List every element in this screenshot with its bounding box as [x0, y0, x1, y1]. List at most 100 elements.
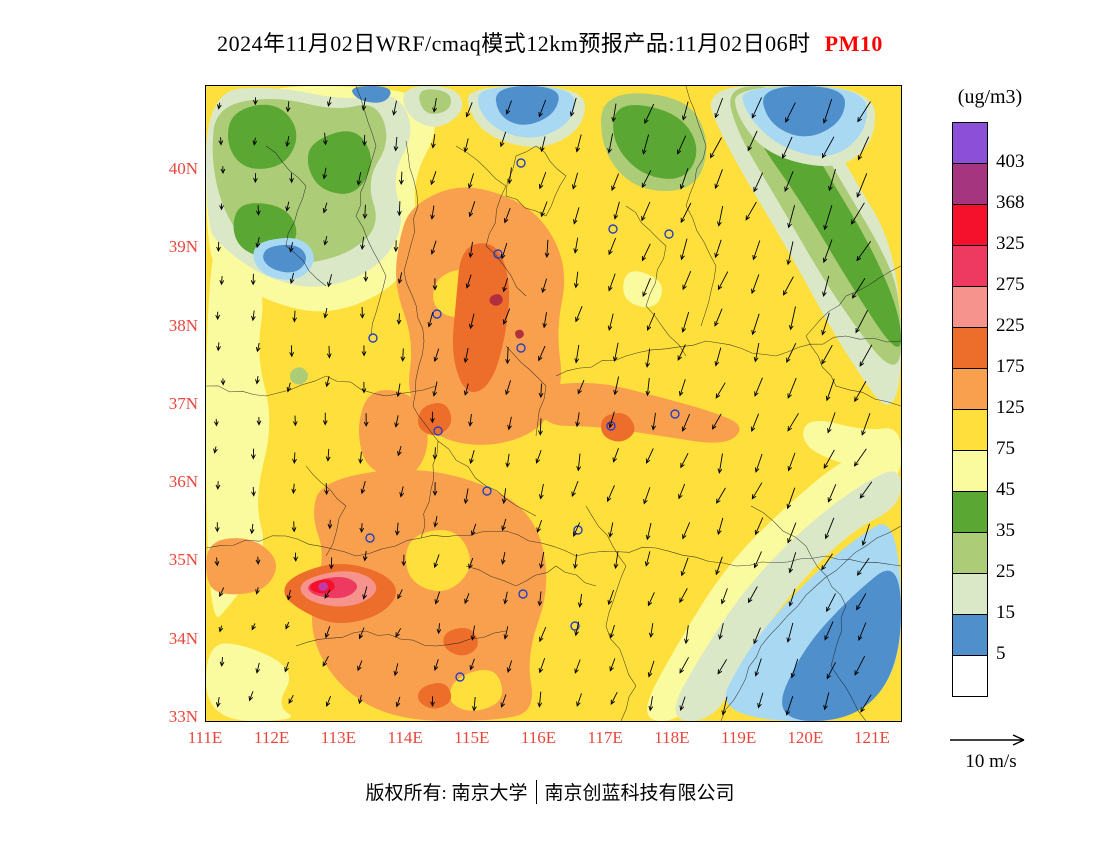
wind-arrow — [751, 97, 763, 119]
wind-arrow — [609, 624, 615, 639]
colorbar-tick-label: 35 — [996, 520, 1015, 541]
wind-arrow — [785, 102, 796, 123]
lat-tick-label: 39N — [168, 237, 198, 257]
wind-arrow — [538, 171, 547, 190]
city-marker — [433, 426, 443, 436]
wind-arrow — [253, 173, 258, 184]
city-marker — [432, 309, 442, 319]
wind-arrow — [822, 239, 833, 264]
wind-arrow — [717, 205, 724, 227]
boundary-line — [265, 145, 327, 287]
wind-arrow — [646, 312, 656, 331]
wind-arrow — [856, 173, 868, 198]
wind-arrow — [651, 412, 657, 431]
wind-arrow — [854, 655, 866, 676]
wind-arrow — [323, 307, 328, 319]
concentration-region — [782, 570, 901, 721]
wind-arrow — [464, 593, 470, 605]
city-marker — [455, 672, 465, 682]
wind-arrow — [468, 313, 475, 330]
wind-arrow — [754, 377, 763, 397]
wind-arrow — [362, 551, 368, 562]
wind-arrow — [714, 97, 724, 119]
wind-arrow — [856, 557, 870, 576]
wind-arrow — [503, 208, 511, 224]
wind-arrow — [540, 136, 546, 153]
colorbar-tick-label: 175 — [996, 356, 1025, 377]
wind-arrow — [393, 240, 399, 253]
wind-arrow — [753, 172, 764, 193]
colorbar-cell — [952, 573, 988, 615]
concentration-region — [623, 271, 662, 308]
wind-arrow — [717, 517, 724, 536]
colorbar-cell — [952, 450, 988, 492]
colorbar-cell — [952, 614, 988, 656]
wind-arrow — [647, 592, 655, 607]
wind-arrow — [289, 172, 294, 184]
colorbar-tick-label: 45 — [996, 479, 1015, 500]
wind-arrow — [434, 591, 441, 605]
wind-arrow — [505, 346, 510, 365]
wind-arrow — [500, 694, 507, 708]
wind-arrow — [748, 586, 758, 604]
wind-arrow — [219, 203, 224, 211]
wind-arrow — [463, 488, 469, 505]
wind-arrow — [822, 98, 833, 124]
wind-arrow — [787, 205, 796, 229]
wind-arrow — [284, 661, 289, 673]
wind-arrow — [857, 136, 870, 161]
concentration-region — [515, 329, 524, 339]
wind-arrow — [220, 166, 226, 175]
colorbar-tick-label: 368 — [996, 192, 1025, 213]
wind-arrow — [786, 622, 794, 643]
wind-arrow — [608, 273, 616, 292]
wind-arrow — [430, 240, 437, 255]
wind-arrow — [291, 521, 297, 533]
wind-arrow — [573, 207, 580, 225]
wind-arrow — [853, 448, 867, 467]
wind-arrow — [291, 483, 297, 495]
colorbar-tick-label: 403 — [996, 151, 1025, 172]
wind-arrow — [821, 344, 833, 365]
wind-arrow — [215, 311, 221, 321]
wind-arrow — [360, 236, 365, 251]
wind-arrow — [679, 168, 689, 190]
wind-arrow — [573, 554, 578, 570]
boundary-line — [420, 530, 901, 567]
wind-arrow — [503, 591, 508, 605]
boundary-line — [750, 505, 867, 721]
wind-arrow — [745, 201, 757, 221]
boundary-line — [465, 565, 597, 587]
wind-arrow — [363, 413, 369, 427]
wind-arrow — [362, 134, 367, 147]
wind-arrow — [471, 696, 477, 712]
copyright-left: 版权所有: 南京大学 — [365, 783, 528, 804]
wind-arrows — [213, 96, 873, 716]
wind-arrow — [753, 342, 760, 363]
wind-arrow — [430, 171, 437, 186]
wind-arrow — [432, 381, 438, 397]
wind-arrow — [293, 552, 299, 562]
wind-arrow — [465, 102, 473, 118]
wind-arrow — [325, 695, 332, 708]
concentration-region — [263, 244, 307, 273]
wind-arrow — [430, 696, 435, 707]
wind-arrow — [787, 452, 796, 472]
wind-arrow — [754, 658, 762, 677]
wind-arrow — [255, 376, 260, 385]
wind-arrow — [751, 313, 760, 336]
lon-tick-label: 111E — [187, 728, 223, 747]
wind-arrow — [538, 657, 546, 674]
city-markers — [365, 158, 680, 682]
wind-arrow — [255, 556, 261, 565]
colorbar-tick-label: 5 — [996, 643, 1006, 664]
wind-arrow — [717, 271, 729, 291]
lon-tick-label: 114E — [387, 728, 423, 747]
wind-arrow — [824, 621, 834, 641]
copyright-right: 南京创蓝科技有限公司 — [544, 783, 735, 804]
wind-arrow — [361, 381, 367, 394]
wind-arrow — [285, 101, 291, 113]
wind-arrow — [218, 137, 224, 146]
wind-arrow — [327, 274, 333, 288]
city-marker — [368, 333, 378, 343]
